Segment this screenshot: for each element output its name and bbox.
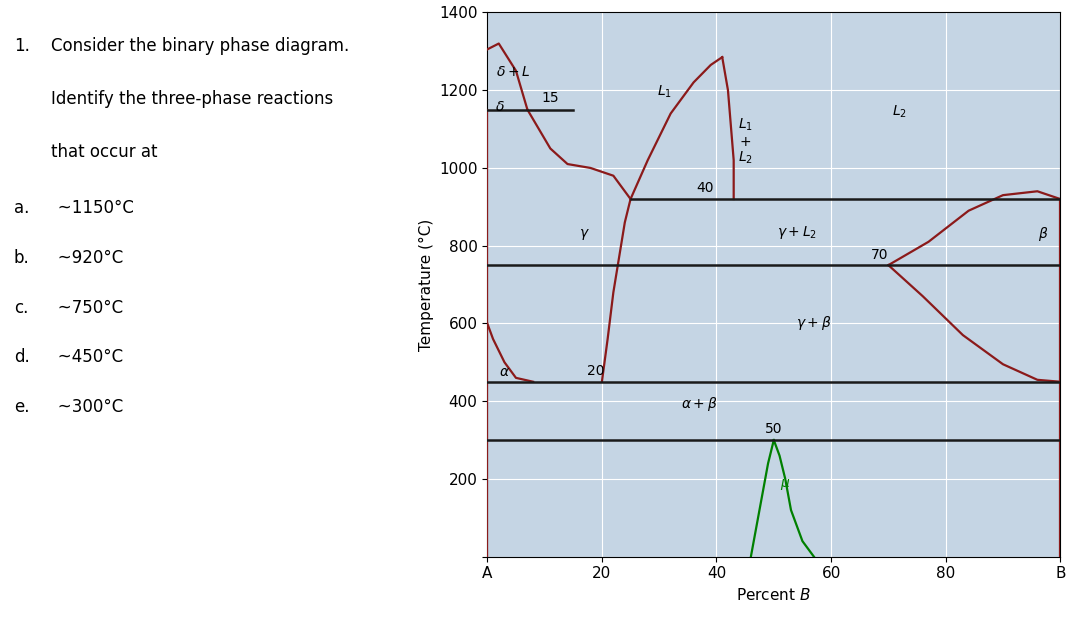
Text: 1.: 1. <box>14 37 30 55</box>
Text: e.: e. <box>14 398 30 416</box>
Text: that occur at: that occur at <box>51 143 157 161</box>
Text: 50: 50 <box>765 422 783 436</box>
Text: $\alpha + \beta$: $\alpha + \beta$ <box>681 396 718 413</box>
Text: 15: 15 <box>542 91 559 105</box>
Text: $\beta$: $\beta$ <box>1038 225 1049 243</box>
Text: $\gamma + \beta$: $\gamma + \beta$ <box>796 315 832 332</box>
Text: $+$: $+$ <box>739 134 751 149</box>
Text: b.: b. <box>14 249 30 267</box>
Text: $L_1$: $L_1$ <box>658 84 673 100</box>
Text: d.: d. <box>14 348 30 366</box>
Text: ~1150°C: ~1150°C <box>51 199 134 217</box>
Text: $\gamma + L_2$: $\gamma + L_2$ <box>776 223 817 241</box>
Text: Consider the binary phase diagram.: Consider the binary phase diagram. <box>51 37 349 55</box>
Text: 20: 20 <box>587 364 605 378</box>
Text: $\mu$: $\mu$ <box>780 477 790 492</box>
Text: a.: a. <box>14 199 29 217</box>
Text: $\gamma$: $\gamma$ <box>579 226 590 241</box>
Text: $\delta + L$: $\delta + L$ <box>496 65 530 78</box>
Text: $\delta$: $\delta$ <box>495 100 504 114</box>
Text: $L_1$: $L_1$ <box>738 117 753 133</box>
Y-axis label: Temperature (°C): Temperature (°C) <box>419 218 434 351</box>
Text: ~450°C: ~450°C <box>51 348 123 366</box>
Text: $L_2$: $L_2$ <box>738 150 753 166</box>
Text: 40: 40 <box>696 181 713 195</box>
Text: ~300°C: ~300°C <box>51 398 123 416</box>
Text: Identify the three-phase reactions: Identify the three-phase reactions <box>51 90 333 108</box>
Text: c.: c. <box>14 299 28 317</box>
X-axis label: Percent $B$: Percent $B$ <box>737 587 811 603</box>
Text: $\alpha$: $\alpha$ <box>499 365 510 379</box>
Text: $L_2$: $L_2$ <box>892 103 907 120</box>
Text: 70: 70 <box>871 248 889 262</box>
Text: ~920°C: ~920°C <box>51 249 123 267</box>
Text: ~750°C: ~750°C <box>51 299 123 317</box>
